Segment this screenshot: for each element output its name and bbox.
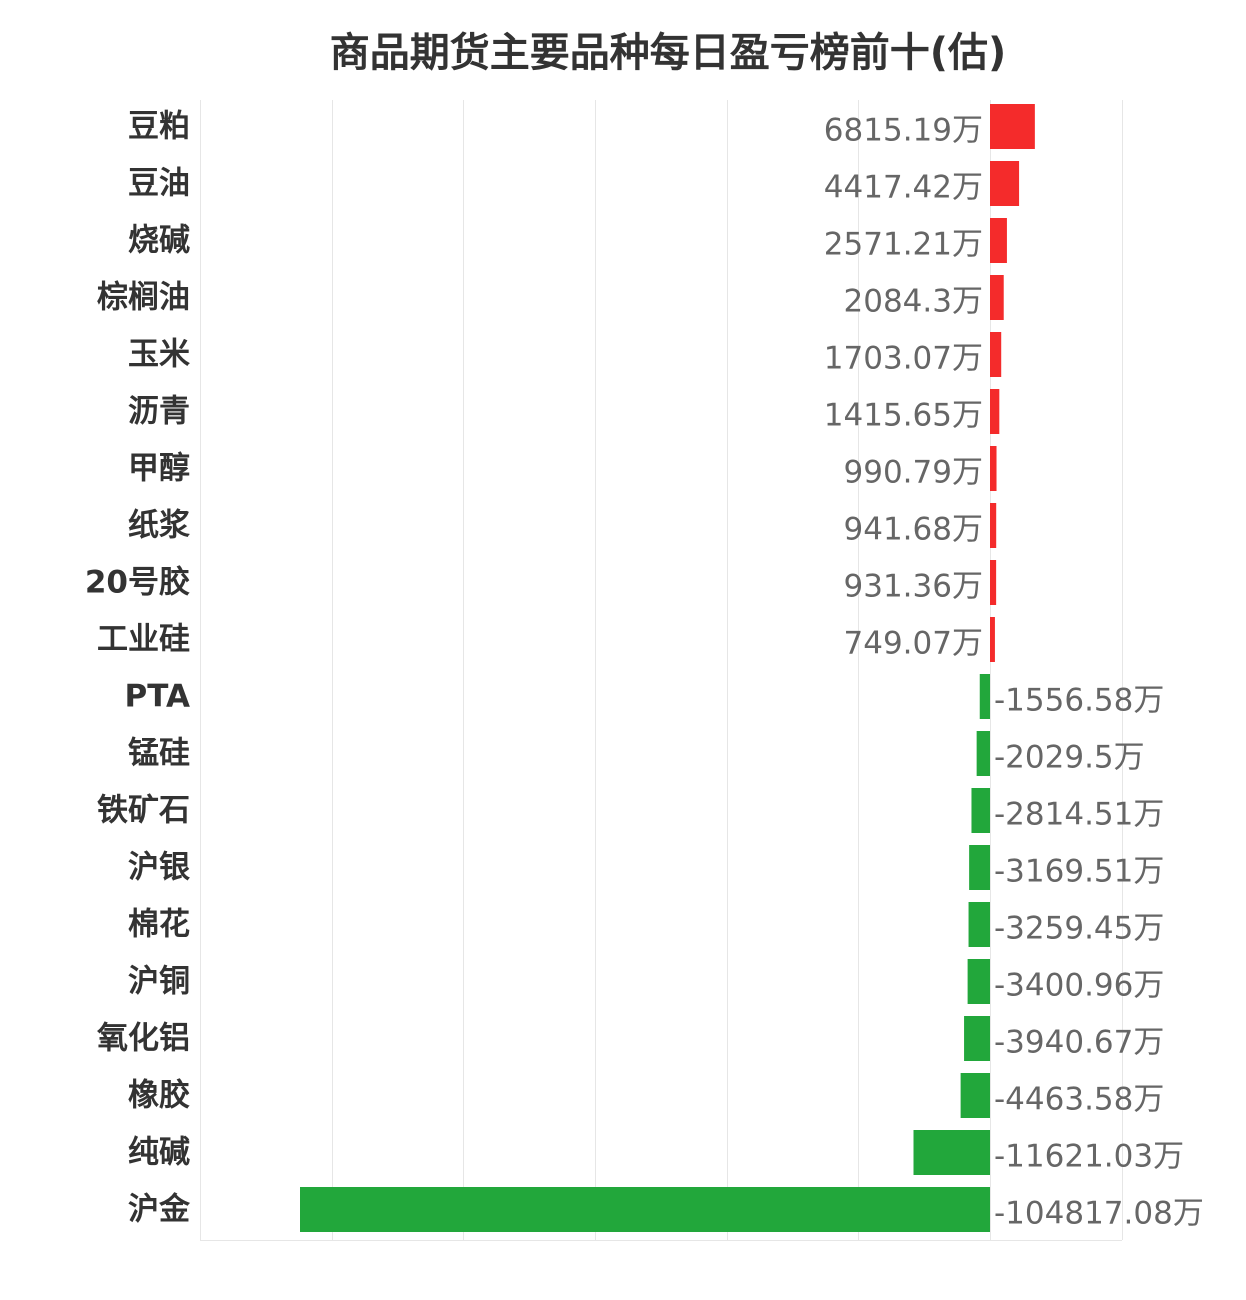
bar-16 — [964, 1016, 990, 1061]
bar-3 — [990, 275, 1004, 320]
bar-5 — [990, 389, 1000, 434]
bar-18 — [913, 1130, 990, 1175]
value-label-18: -11621.03万 — [994, 1139, 1184, 1175]
value-label-10: -1556.58万 — [994, 683, 1164, 719]
value-label-2: 2571.21万 — [824, 227, 983, 263]
category-label-2: 烧碱 — [128, 223, 190, 259]
value-label-6: 990.79万 — [844, 455, 983, 491]
value-label-1: 4417.42万 — [824, 170, 983, 206]
value-label-0: 6815.19万 — [824, 113, 983, 149]
value-label-14: -3259.45万 — [994, 911, 1164, 947]
bar-12 — [971, 788, 990, 833]
value-label-13: -3169.51万 — [994, 854, 1164, 890]
bar-14 — [968, 902, 990, 947]
grid-lines — [200, 100, 1123, 1241]
category-label-8: 20号胶 — [85, 565, 190, 601]
category-label-0: 豆粕 — [128, 109, 190, 145]
chart-title: 商品期货主要品种每日盈亏榜前十(估) — [329, 30, 1007, 76]
category-label-7: 纸浆 — [128, 508, 190, 544]
category-label-18: 纯碱 — [128, 1135, 190, 1171]
category-label-4: 玉米 — [128, 337, 190, 373]
bar-8 — [990, 560, 997, 605]
value-label-19: -104817.08万 — [994, 1196, 1204, 1232]
category-label-19: 沪金 — [128, 1192, 191, 1228]
bar-0 — [990, 104, 1035, 149]
category-label-17: 橡胶 — [128, 1078, 190, 1114]
category-label-13: 沪银 — [128, 850, 190, 886]
bar-6 — [990, 446, 997, 491]
value-label-16: -3940.67万 — [994, 1025, 1164, 1061]
category-label-10: PTA — [125, 679, 190, 715]
category-label-11: 锰硅 — [128, 736, 190, 772]
value-label-9: 749.07万 — [844, 626, 983, 662]
value-label-17: -4463.58万 — [994, 1082, 1164, 1118]
bars — [300, 104, 1035, 1232]
value-label-15: -3400.96万 — [994, 968, 1164, 1004]
category-label-15: 沪铜 — [128, 964, 190, 1000]
bar-10 — [979, 674, 990, 719]
category-label-1: 豆油 — [128, 166, 190, 202]
bar-17 — [960, 1073, 990, 1118]
bar-9 — [990, 617, 995, 662]
value-label-8: 931.36万 — [844, 569, 983, 605]
bar-13 — [969, 845, 990, 890]
category-label-6: 甲醇 — [128, 451, 190, 487]
value-label-5: 1415.65万 — [824, 398, 983, 434]
value-label-3: 2084.3万 — [844, 284, 983, 320]
bar-4 — [990, 332, 1002, 377]
category-label-12: 铁矿石 — [97, 793, 190, 829]
value-labels: 6815.19万 4417.42万 2571.21万 2084.3万 1703.07万 1… — [824, 113, 1204, 1232]
category-label-5: 沥青 — [128, 394, 190, 430]
value-label-12: -2814.51万 — [994, 797, 1164, 833]
category-label-3: 棕榈油 — [97, 280, 190, 316]
bar-1 — [990, 161, 1020, 206]
bar-7 — [990, 503, 997, 548]
bar-15 — [967, 959, 990, 1004]
value-label-4: 1703.07万 — [824, 341, 983, 377]
bar-19 — [300, 1187, 990, 1232]
category-label-16: 氧化铝 — [97, 1021, 190, 1057]
bar-2 — [990, 218, 1007, 263]
category-label-9: 工业硅 — [97, 622, 190, 658]
bar-11 — [976, 731, 990, 776]
value-label-11: -2029.5万 — [994, 740, 1145, 776]
value-label-7: 941.68万 — [844, 512, 983, 548]
category-label-14: 棉花 — [128, 907, 190, 943]
